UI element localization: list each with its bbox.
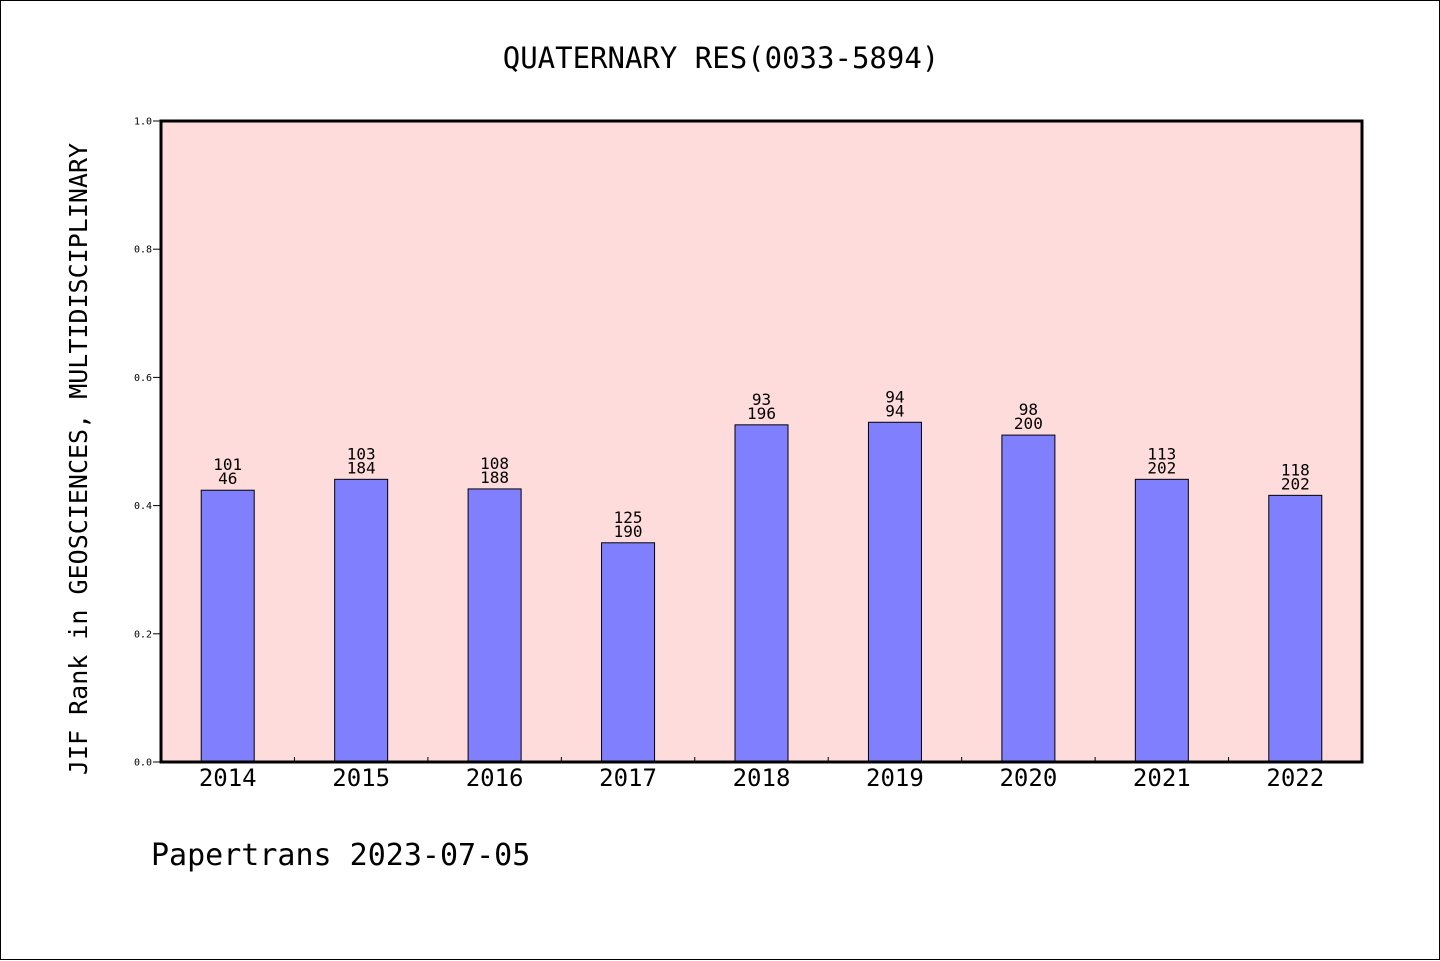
- bar-total-label: 202: [1147, 458, 1176, 477]
- bar-rank-label: 118: [1281, 460, 1310, 479]
- x-tick-label: 2014: [199, 764, 257, 792]
- x-tick-label: 2016: [466, 764, 524, 792]
- bar-2016: [467, 488, 522, 763]
- y-tick-label: 1.0: [134, 117, 152, 128]
- x-tick-label: 2018: [733, 764, 791, 792]
- bar-rank-label: 113: [1147, 444, 1176, 463]
- bar-rank-label: 94: [885, 387, 904, 406]
- x-tick-label: 2020: [999, 764, 1057, 792]
- bar-2017: [601, 542, 656, 763]
- bar-2018: [734, 424, 789, 763]
- y-tick-label: 0.6: [134, 373, 152, 384]
- bar-rank-label: 93: [752, 390, 771, 409]
- bar-total-label: 46: [218, 469, 237, 488]
- bar-2022: [1268, 494, 1323, 763]
- x-tick-label: 2019: [866, 764, 924, 792]
- bar-rank-label: 125: [614, 508, 643, 527]
- x-tick-label: 2021: [1133, 764, 1191, 792]
- bar-rank-label: 98: [1019, 400, 1038, 419]
- y-tick-label: 0.4: [134, 501, 152, 512]
- y-axis-label: JIF Rank in GEOSCIENCES, MULTIDISCIPLINA…: [64, 143, 93, 775]
- bar-total-label: 184: [347, 458, 376, 477]
- y-tick-label: 0.2: [134, 629, 152, 640]
- bar-total-label: 196: [747, 404, 776, 423]
- footer-credit: Papertrans 2023-07-05: [151, 838, 530, 873]
- bar-series: [200, 421, 1323, 763]
- x-tick-label: 2022: [1266, 764, 1324, 792]
- bar-2019: [867, 421, 922, 763]
- y-tick-label: 0.0: [134, 758, 152, 769]
- bar-2021: [1134, 478, 1189, 763]
- bar-rank-label: 101: [213, 455, 242, 474]
- bar-total-label: 190: [614, 522, 643, 541]
- y-tick-label: 0.8: [134, 245, 152, 256]
- bar-rank-label: 108: [480, 454, 509, 473]
- x-tick-label: 2017: [599, 764, 657, 792]
- bar-total-label: 202: [1281, 474, 1310, 493]
- y-axis: 0.0 0.2 0.4 0.6 0.8 1.0: [134, 117, 161, 769]
- bar-2020: [1001, 434, 1056, 763]
- bar-total-label: 188: [480, 468, 509, 487]
- x-axis: 2014 2015 2016 2017 2018 2019 2020 2021 2022: [199, 757, 1324, 792]
- chart-title: QUATERNARY RES(0033-5894): [503, 41, 940, 75]
- bar-total-label: 94: [885, 401, 904, 420]
- x-tick-label: 2015: [332, 764, 390, 792]
- bar-rank-label: 103: [347, 444, 376, 463]
- bar-2014: [200, 489, 255, 763]
- bar-2015: [334, 478, 389, 763]
- bar-total-label: 200: [1014, 414, 1043, 433]
- plot-frame: [159, 119, 1364, 764]
